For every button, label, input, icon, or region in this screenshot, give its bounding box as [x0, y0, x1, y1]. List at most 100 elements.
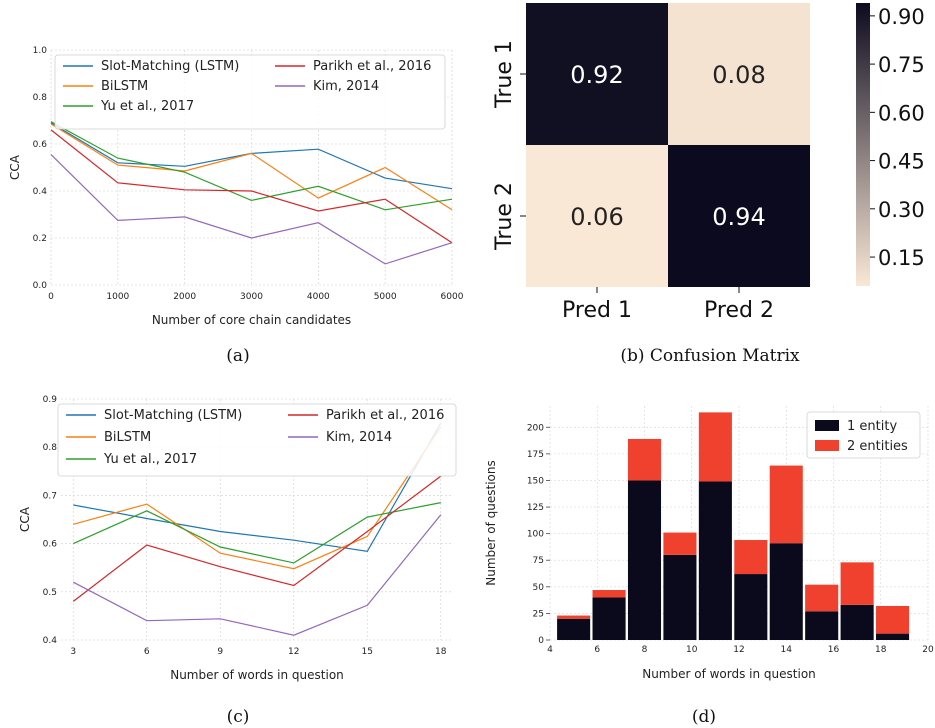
- matrix-cell: [668, 3, 810, 145]
- y-tick-label: 175: [527, 450, 544, 460]
- bar-1-entity: [734, 574, 768, 640]
- x-tick-label: 16: [828, 645, 840, 655]
- bar-2-entities: [805, 584, 839, 612]
- y-tick-label: 50: [533, 583, 545, 593]
- y-tick-label: 150: [527, 476, 544, 486]
- matrix-cell: [526, 3, 668, 145]
- x-tick-label: 20: [922, 645, 934, 655]
- cell-value-label: 0.92: [570, 61, 623, 89]
- bar-1-entity: [876, 633, 910, 640]
- x-tick-label: 15: [362, 647, 373, 657]
- y-tick-label: 0.4: [43, 636, 58, 646]
- bar-1-entity: [557, 618, 591, 640]
- colorbar-tick-label: 0.90: [878, 5, 925, 29]
- y-tick-label: 0.5: [43, 588, 57, 598]
- x-axis-label: Number of words in question: [170, 668, 344, 682]
- panel-b-confusion-matrix: 0.92 0.08 0.06 0.94 True 1 True 2 Pred 1 Pred 2…: [492, 3, 925, 323]
- legend-label: BiLSTM: [101, 79, 148, 94]
- row-label: True 1: [492, 40, 517, 109]
- legend-label: Yu et al., 2017: [100, 99, 194, 114]
- y-tick-label: 0.6: [43, 540, 58, 550]
- legend-swatch: [815, 420, 839, 431]
- x-tick-label: 1000: [106, 292, 129, 302]
- y-tick-label: 75: [533, 556, 544, 566]
- colorbar: [856, 3, 870, 286]
- y-tick-label: 200: [527, 423, 544, 433]
- y-axis-label: CCA: [8, 154, 22, 180]
- series-line-2: [73, 426, 442, 570]
- x-tick-label: 18: [875, 645, 887, 655]
- legend-label: Slot-Matching (LSTM): [104, 408, 242, 423]
- cell-value-label: 0.94: [712, 203, 765, 231]
- y-tick-label: 0.0: [33, 281, 48, 291]
- matrix-cell: [668, 145, 810, 287]
- x-tick-label: 6: [594, 645, 600, 655]
- bar-2-entities: [840, 562, 874, 605]
- legend-swatch: [815, 440, 839, 451]
- x-tick-label: 9: [217, 647, 223, 657]
- x-tick-label: 14: [781, 645, 793, 655]
- x-tick-label: 4: [547, 645, 553, 655]
- bar-1-entity: [627, 480, 662, 640]
- cell-value-label: 0.06: [570, 203, 623, 231]
- bar-1-entity: [840, 604, 874, 640]
- y-tick-label: 0.7: [43, 491, 57, 501]
- y-tick-label: 25: [533, 609, 544, 619]
- x-tick-label: 10: [686, 645, 698, 655]
- col-label: Pred 1: [562, 298, 632, 323]
- x-axis-label: Number of core chain candidates: [152, 313, 351, 327]
- bar-2-entities: [557, 615, 591, 619]
- y-tick-label: 0.4: [33, 187, 48, 197]
- legend-label: 2 entities: [847, 439, 908, 454]
- y-tick-label: 0.8: [43, 443, 58, 453]
- series-line-5: [73, 514, 442, 636]
- bar-1-entity: [805, 611, 839, 640]
- x-axis-label: Number of words in question: [642, 667, 816, 681]
- legend-label: Slot-Matching (LSTM): [101, 59, 239, 74]
- colorbar-tick-label: 0.60: [878, 101, 925, 125]
- col-label: Pred 2: [704, 298, 774, 323]
- panel-c-line-chart: 3 6 9 12 15 18 0.4 0.5 0.6 0.7 0.8 0.9 Number of wor…: [18, 395, 457, 682]
- bar-1-entity: [663, 554, 697, 640]
- bar-2-entities: [876, 605, 910, 634]
- colorbar-tick-label: 0.30: [878, 198, 925, 222]
- legend-label: 1 entity: [847, 419, 897, 434]
- x-tick-label: 2000: [173, 292, 196, 302]
- y-tick-label: 0.6: [33, 140, 48, 150]
- colorbar-tick-label: 0.45: [878, 150, 925, 174]
- y-tick-label: 100: [527, 530, 544, 540]
- matrix-cell: [526, 145, 668, 287]
- x-tick-label: 8: [642, 645, 648, 655]
- caption-d: (d): [692, 707, 716, 727]
- x-tick-label: 12: [288, 647, 299, 657]
- x-tick-label: 18: [435, 647, 447, 657]
- y-tick-label: 1.0: [33, 46, 48, 56]
- legend-label: Kim, 2014: [313, 79, 379, 94]
- panel-d-stacked-bar-chart: 4 6 8 10 12 14 16 18 200255075100125150175200Num…: [484, 406, 934, 681]
- y-tick-label: 125: [527, 503, 544, 513]
- x-tick-label: 6: [144, 647, 150, 657]
- legend-label: BiLSTM: [104, 430, 151, 445]
- x-tick-label: 3: [70, 647, 76, 657]
- bar-2-entities: [592, 590, 626, 598]
- colorbar-tick-label: 0.75: [878, 53, 925, 77]
- panel-a-line-chart: 0 1000 2000 3000 4000 5000 6000 0.0 0.2 0.4 0.6 0.8…: [8, 46, 464, 327]
- row-label: True 2: [492, 182, 517, 251]
- x-tick-label: 3000: [240, 292, 263, 302]
- bar-2-entities: [698, 412, 732, 482]
- caption-a: (a): [226, 346, 249, 366]
- x-tick-label: 4000: [307, 292, 330, 302]
- legend-label: Parikh et al., 2016: [326, 408, 444, 423]
- x-tick-label: 5000: [374, 292, 397, 302]
- y-tick-label: 0.8: [33, 93, 48, 103]
- bar-2-entities: [734, 540, 768, 575]
- legend-label: Kim, 2014: [326, 430, 392, 445]
- bar-1-entity: [769, 543, 803, 640]
- caption-c: (c): [227, 707, 250, 727]
- x-tick-label: 6000: [441, 292, 464, 302]
- caption-b: (b) Confusion Matrix: [620, 346, 800, 366]
- legend-label: Parikh et al., 2016: [313, 59, 431, 74]
- series-line-4: [72, 475, 442, 602]
- colorbar-tick-label: 0.15: [878, 246, 925, 270]
